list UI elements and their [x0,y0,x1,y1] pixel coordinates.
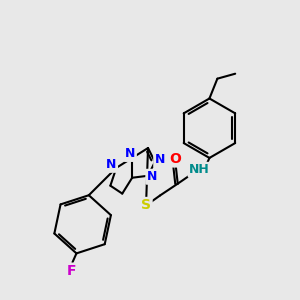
Text: N: N [125,148,135,160]
Text: N: N [155,153,165,167]
Text: O: O [169,152,181,166]
Text: N: N [106,158,116,171]
Text: NH: NH [189,163,210,176]
Text: N: N [147,170,157,183]
Text: F: F [67,264,76,278]
Text: S: S [141,199,151,212]
